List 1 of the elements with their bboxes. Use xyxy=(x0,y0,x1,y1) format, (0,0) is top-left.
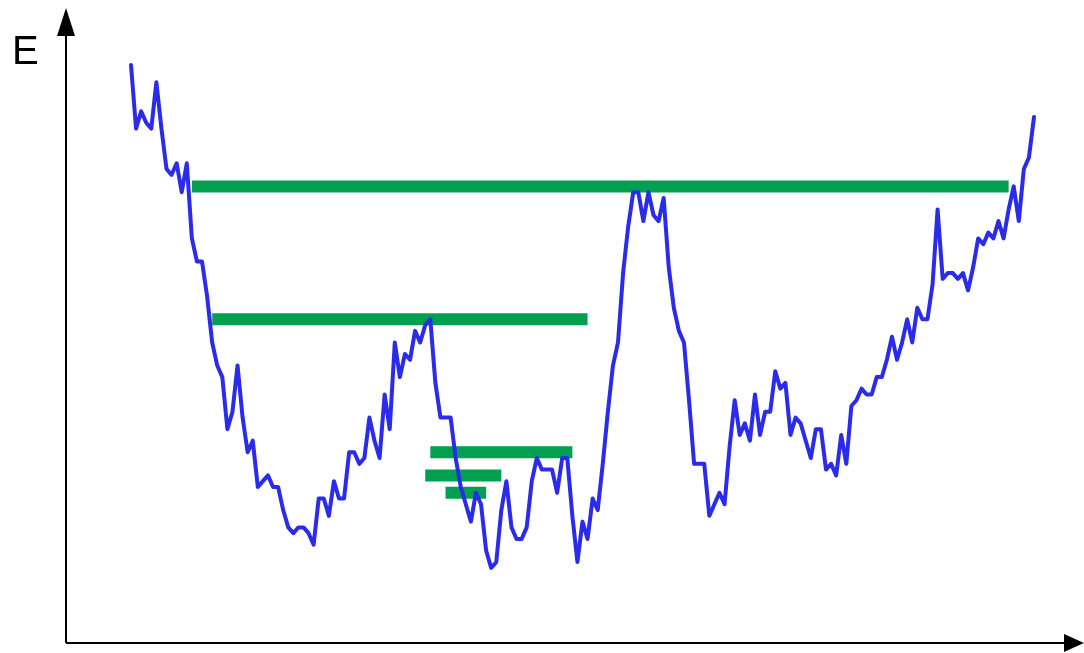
y-axis-title: E xyxy=(12,28,39,72)
